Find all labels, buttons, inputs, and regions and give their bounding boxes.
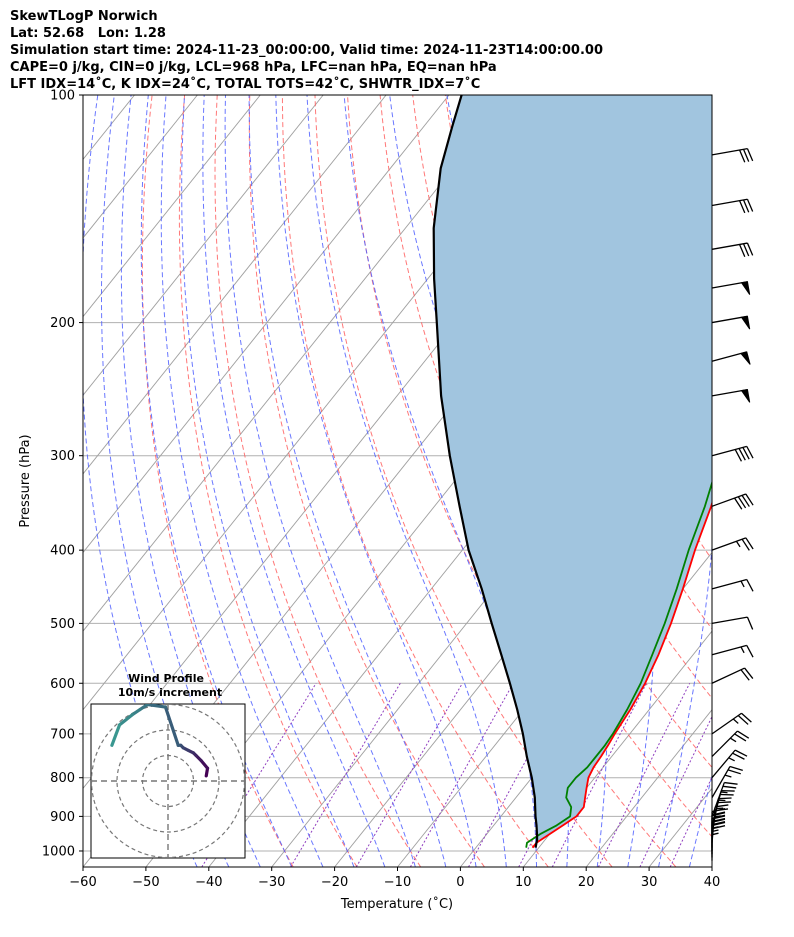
x-tick-label: −50 xyxy=(132,875,159,890)
wind-barb xyxy=(711,578,754,592)
isotherm-line xyxy=(83,95,324,396)
profile-lines xyxy=(432,95,712,849)
x-axis-ticks: −60 −50 −40 −30 −20 −10 0 10 20 30 40 xyxy=(69,867,720,890)
wind-barb xyxy=(711,765,743,798)
isotherm-line xyxy=(0,95,72,867)
temperature-line xyxy=(531,500,712,849)
y-tick-label: 300 xyxy=(50,449,75,464)
y-tick-label: 100 xyxy=(50,89,75,104)
dry-adiabat-line xyxy=(178,95,358,867)
dry-adiabat-line xyxy=(412,95,712,769)
chart-title: SkewTLogP Norwich xyxy=(10,9,158,24)
hodograph-segment xyxy=(199,758,210,770)
x-tick-label: 0 xyxy=(456,875,464,890)
hodograph-subtitle: 10m/s increment xyxy=(118,686,222,699)
mixing-ratio-line xyxy=(551,683,647,867)
x-tick-label: 40 xyxy=(704,875,721,890)
moist-adiabat-line xyxy=(720,95,794,867)
x-tick-label: −20 xyxy=(321,875,348,890)
isotherm-line xyxy=(522,630,712,867)
wind-barb xyxy=(711,749,748,779)
location-line: Lat: 52.68 Lon: 1.28 xyxy=(10,26,166,41)
hodograph: Wind Profile 10m/s increment xyxy=(90,672,246,859)
y-tick-label: 900 xyxy=(50,810,75,825)
moist-adiabat-line xyxy=(202,95,386,867)
y-tick-label: 700 xyxy=(50,727,75,742)
dry-adiabat-line xyxy=(141,95,294,867)
hodograph-segment xyxy=(110,723,122,747)
hodograph-segment xyxy=(146,704,168,709)
dry-adiabat-line xyxy=(739,95,794,867)
mixing-ratio-line xyxy=(597,683,691,867)
wind-barbs xyxy=(711,147,754,861)
isotherm-line xyxy=(775,95,794,867)
moist-adiabat-line xyxy=(306,95,507,867)
y-tick-label: 200 xyxy=(50,316,75,331)
dry-adiabat-line xyxy=(248,95,485,867)
isotherm-line xyxy=(83,95,198,239)
wind-barb xyxy=(711,730,750,757)
dry-adiabat-line xyxy=(705,95,712,113)
wind-barb xyxy=(711,667,754,684)
mixing-ratio-line xyxy=(290,683,401,867)
wind-barb xyxy=(711,493,754,510)
mixing-ratio-line xyxy=(355,683,463,867)
dry-adiabat-line xyxy=(281,95,549,867)
wind-barb xyxy=(711,537,754,551)
y-tick-label: 400 xyxy=(50,544,75,559)
isotherm-line xyxy=(83,95,387,475)
x-tick-label: 10 xyxy=(515,875,532,890)
y-tick-label: 800 xyxy=(50,771,75,786)
wind-barb xyxy=(711,644,754,658)
wind-barb xyxy=(711,242,754,257)
isotherm-line xyxy=(83,95,513,632)
x-tick-label: −10 xyxy=(384,875,411,890)
x-tick-label: −40 xyxy=(195,875,222,890)
y-tick-label: 1000 xyxy=(42,844,75,859)
wind-barb xyxy=(711,198,754,214)
wind-barb xyxy=(711,315,751,330)
mixing-ratio-line xyxy=(409,683,514,867)
hodograph-title: Wind Profile xyxy=(128,672,204,685)
wind-barb xyxy=(711,388,751,403)
moist-adiabat-line xyxy=(181,95,355,867)
isotherm-line xyxy=(585,709,712,867)
hodograph-segment xyxy=(117,713,134,727)
dewpoint-line xyxy=(525,479,712,848)
cape-line: CAPE=0 j/kg, CIN=0 j/kg, LCL=968 hPa, LF… xyxy=(10,60,497,75)
moist-adiabat-line xyxy=(248,95,447,867)
x-tick-label: 20 xyxy=(578,875,595,890)
wind-barb xyxy=(711,712,752,735)
x-tick-label: −60 xyxy=(69,875,96,890)
moist-adiabat-line xyxy=(140,95,293,867)
dry-adiabat-line xyxy=(214,95,422,867)
wind-barb xyxy=(711,351,751,365)
moist-adiabat-line xyxy=(160,95,324,867)
parcel-line xyxy=(432,95,539,848)
wind-barb xyxy=(711,616,754,630)
index-line: LFT IDX=14˚C, K IDX=24˚C, TOTAL TOTS=42˚… xyxy=(10,77,481,92)
wind-barb xyxy=(711,445,754,462)
dry-adiabat-line xyxy=(771,95,794,867)
moist-adiabat-line xyxy=(224,95,416,867)
time-line: Simulation start time: 2024-11-23_00:00:… xyxy=(10,43,603,58)
x-tick-label: −30 xyxy=(258,875,285,890)
hodograph-segment xyxy=(163,705,180,747)
y-axis-ticks: 1000 900 800 700 600 500 400 300 200 100 xyxy=(42,89,83,859)
y-tick-label: 600 xyxy=(50,677,75,692)
isotherm-line xyxy=(83,95,261,318)
wind-barb xyxy=(711,147,754,163)
y-tick-label: 500 xyxy=(50,617,75,632)
mixing-ratio-line xyxy=(639,715,712,867)
x-tick-label: 30 xyxy=(641,875,658,890)
chart-header: SkewTLogP Norwich Lat: 52.68 Lon: 1.28 S… xyxy=(10,8,603,93)
wind-barb xyxy=(711,281,751,295)
x-axis-title: Temperature (˚C) xyxy=(340,896,453,912)
y-axis-title: Pressure (hPa) xyxy=(18,434,33,527)
isotherm-line xyxy=(83,95,450,554)
dry-adiabat-line xyxy=(314,95,613,867)
